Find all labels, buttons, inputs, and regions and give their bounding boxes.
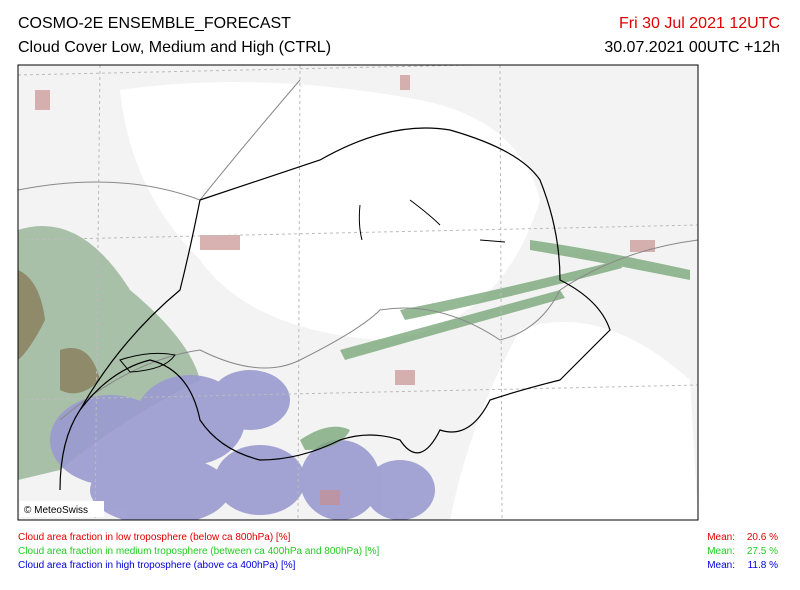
clear-area	[450, 321, 698, 520]
cloud-overlap	[60, 348, 100, 394]
low-cloud	[35, 75, 655, 505]
legend-label: Cloud area fraction in medium tropospher…	[18, 546, 380, 557]
legend-label: Cloud area fraction in high troposphere …	[18, 560, 296, 571]
title: COSMO-2E ENSEMBLE_FORECAST	[18, 15, 291, 32]
cloud-overlap	[18, 270, 45, 360]
copyright-box	[20, 501, 104, 517]
legend-mean: 11.8 %	[748, 560, 778, 571]
country-borders	[18, 79, 698, 421]
lakes	[119, 199, 506, 373]
run-time: 30.07.2021 00UTC +12h	[604, 39, 780, 56]
legend-label: Cloud area fraction in low troposphere (…	[18, 532, 291, 543]
legend-mean: 20.6 %	[747, 532, 778, 543]
map-frame	[17, 64, 699, 521]
legend-mean-label: Mean:	[707, 532, 735, 543]
legend-mean-label: Mean:	[707, 560, 735, 571]
high-cloud	[50, 370, 435, 520]
subtitle: Cloud Cover Low, Medium and High (CTRL)	[18, 39, 331, 56]
swiss-border	[59, 127, 611, 491]
legend-mean-label: Mean:	[707, 546, 735, 557]
graticule	[18, 65, 698, 520]
medium-cloud-streaks	[300, 240, 690, 450]
copyright: © MeteoSwiss	[24, 505, 88, 516]
legend: Cloud area fraction in low troposphere (…	[18, 532, 778, 571]
legend-mean: 27.5 %	[747, 546, 778, 557]
map: © MeteoSwiss	[17, 64, 699, 521]
clear-area	[120, 82, 540, 340]
valid-time: Fri 30 Jul 2021 12UTC	[619, 15, 780, 32]
